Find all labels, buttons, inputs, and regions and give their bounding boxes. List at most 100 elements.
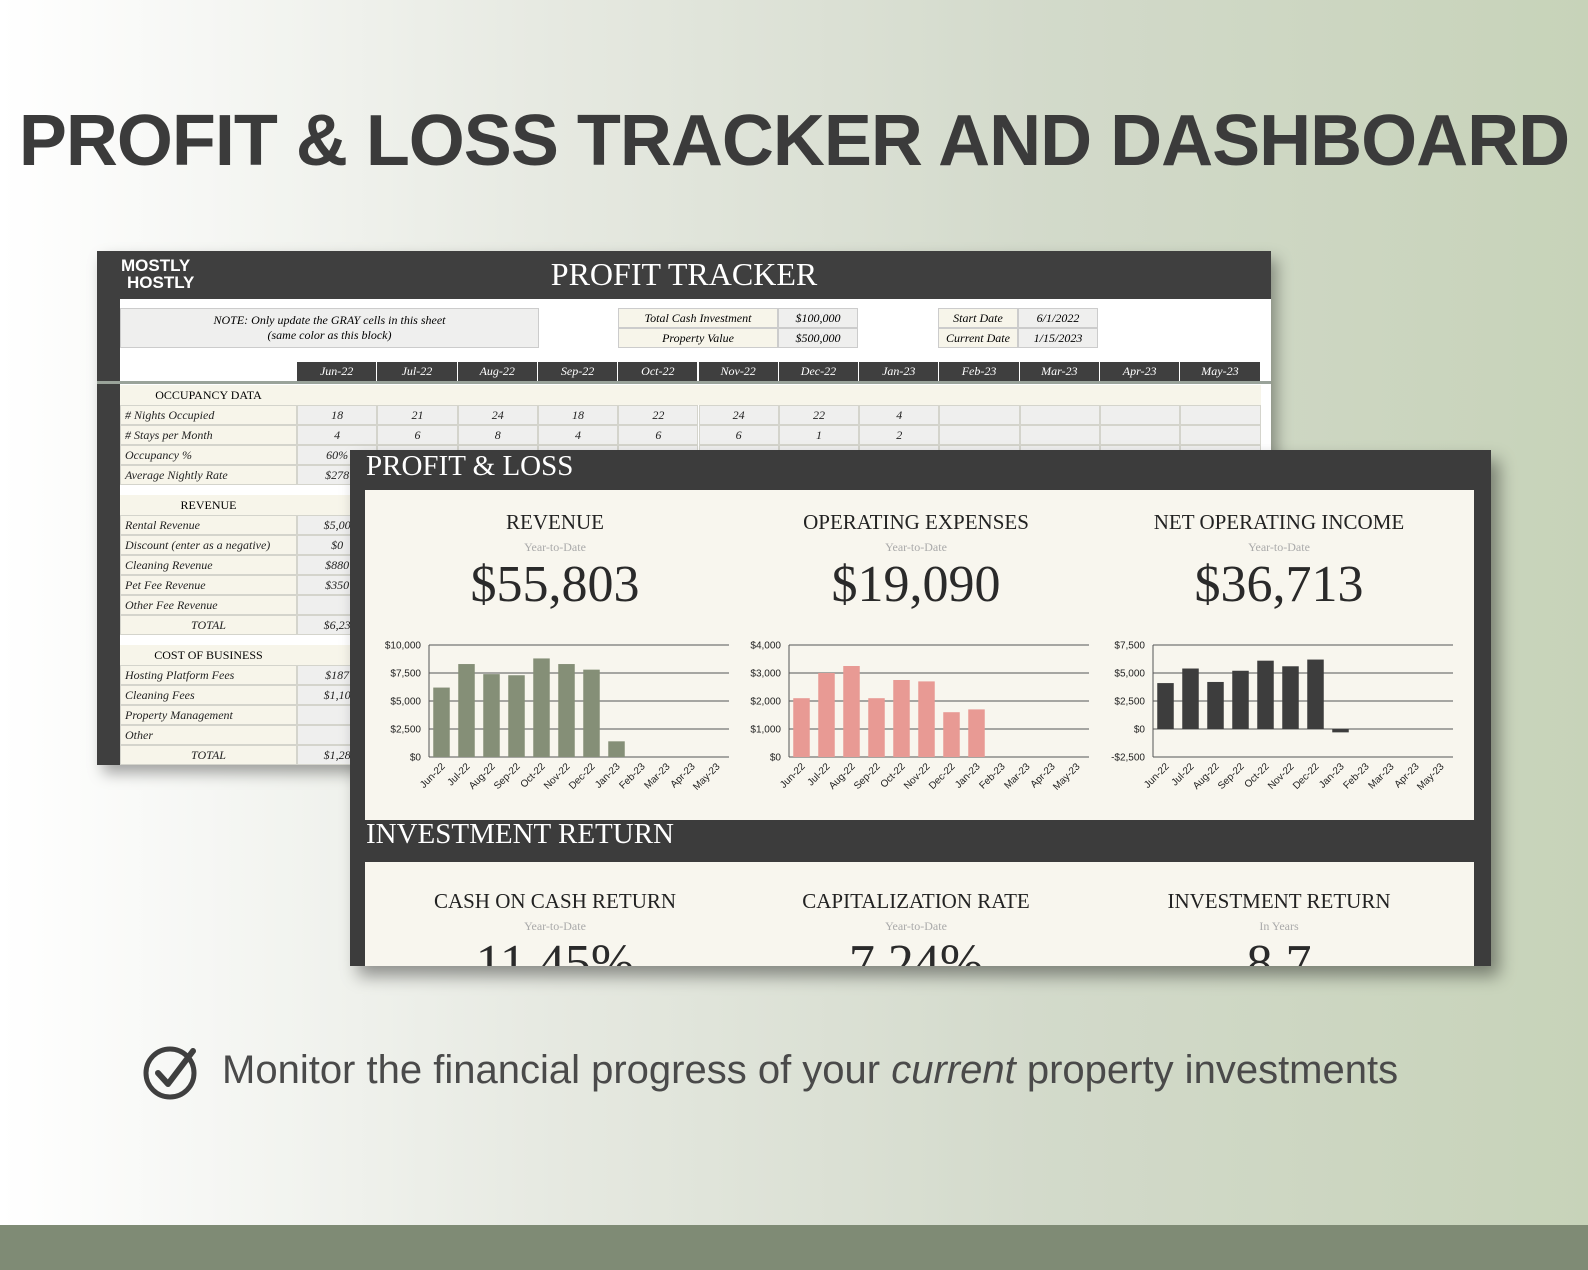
bar bbox=[483, 674, 500, 757]
data-cell: 6 bbox=[377, 425, 458, 445]
x-tick-label: Jun-22 bbox=[418, 761, 448, 791]
x-tick-label: Mar-23 bbox=[1002, 761, 1032, 791]
data-cell: 2 bbox=[859, 425, 940, 445]
section-title: OCCUPANCY DATA bbox=[120, 385, 297, 405]
bar bbox=[943, 712, 960, 757]
data-cell: 8 bbox=[457, 425, 538, 445]
metric-value: $36,713 bbox=[1194, 556, 1364, 613]
x-tick-label: Aug-22 bbox=[827, 761, 858, 792]
x-tick-label: Feb-23 bbox=[617, 761, 647, 791]
sheet-header bbox=[97, 251, 1271, 299]
month-header: Mar-23 bbox=[1019, 362, 1099, 381]
bar-chart: -$2,500$0$2,500$5,000$7,500Jun-22Jul-22A… bbox=[1111, 641, 1453, 793]
caption-text: Monitor the financial progress of your bbox=[222, 1048, 892, 1092]
data-cell bbox=[1100, 425, 1181, 445]
bar-chart: $0$2,500$5,000$7,500$10,000Jun-22Jul-22A… bbox=[385, 641, 729, 793]
month-header: Apr-23 bbox=[1100, 362, 1180, 381]
y-tick-label: $5,000 bbox=[1114, 669, 1145, 680]
bar bbox=[843, 666, 860, 757]
row-label: Average Nightly Rate bbox=[120, 465, 297, 485]
section-title: REVENUE bbox=[120, 495, 297, 515]
y-tick-label: $10,000 bbox=[385, 641, 422, 652]
month-header: Jun-22 bbox=[297, 362, 377, 381]
bar bbox=[558, 664, 575, 757]
x-tick-label: Dec-22 bbox=[927, 761, 958, 792]
bar bbox=[968, 709, 985, 757]
y-tick-label: $4,000 bbox=[750, 641, 781, 652]
metric-title: OPERATING EXPENSES bbox=[803, 510, 1029, 534]
month-header: Jul-22 bbox=[377, 362, 457, 381]
x-tick-label: Nov-22 bbox=[1266, 761, 1297, 792]
metric-subtitle: In Years bbox=[1259, 919, 1299, 933]
x-tick-label: Dec-22 bbox=[1291, 761, 1322, 792]
metric-value: $55,803 bbox=[470, 556, 640, 613]
metric-title: INVESTMENT RETURN bbox=[1167, 889, 1391, 913]
row-label: Cleaning Revenue bbox=[120, 555, 297, 575]
bar bbox=[1157, 683, 1174, 729]
data-cell bbox=[1180, 405, 1261, 425]
y-tick-label: $7,500 bbox=[1114, 641, 1145, 652]
month-header: Sep-22 bbox=[537, 362, 618, 381]
bar bbox=[1332, 729, 1349, 733]
bar bbox=[508, 675, 525, 757]
logo-line: MOSTLY bbox=[121, 256, 191, 275]
metric-subtitle: Year-to-Date bbox=[885, 919, 947, 933]
bar bbox=[868, 698, 885, 757]
y-tick-label: $2,500 bbox=[390, 725, 421, 736]
month-header: Jan-23 bbox=[859, 362, 939, 381]
footer-band bbox=[0, 1225, 1588, 1270]
bar bbox=[893, 680, 910, 757]
section-header: PROFIT & LOSS bbox=[366, 450, 574, 482]
row-label: Discount (enter as a negative) bbox=[120, 535, 297, 555]
input-label: Current Date bbox=[938, 328, 1018, 348]
metrics: REVENUE Year-to-Date $55,803 OPERATING EXPE… bbox=[350, 450, 1491, 966]
data-cell: 4 bbox=[537, 425, 619, 445]
bar bbox=[1257, 660, 1274, 729]
row-label: TOTAL bbox=[120, 745, 297, 765]
y-tick-label: $2,500 bbox=[1114, 697, 1145, 708]
bar bbox=[583, 669, 600, 757]
row-label: Cleaning Fees bbox=[120, 685, 297, 705]
month-header: Dec-22 bbox=[778, 362, 859, 381]
x-tick-label: Mar-23 bbox=[642, 761, 672, 791]
y-tick-label: $0 bbox=[410, 753, 422, 764]
month-header: May-23 bbox=[1180, 362, 1260, 381]
row-label: Rental Revenue bbox=[120, 515, 297, 535]
y-tick-label: -$2,500 bbox=[1111, 753, 1145, 764]
data-cell bbox=[1019, 405, 1100, 425]
y-tick-label: $2,000 bbox=[750, 697, 781, 708]
data-cell: 4 bbox=[297, 425, 378, 445]
x-tick-label: May-23 bbox=[1415, 761, 1447, 793]
metric-subtitle: Year-to-Date bbox=[524, 919, 586, 933]
x-tick-label: Jan-23 bbox=[1317, 761, 1347, 791]
x-tick-label: Nov-22 bbox=[902, 761, 933, 792]
data-cell bbox=[1180, 425, 1261, 445]
x-tick-label: Jun-22 bbox=[778, 761, 808, 791]
bar bbox=[433, 687, 450, 757]
metric-value: 8.7 bbox=[1246, 935, 1312, 966]
bar bbox=[1207, 681, 1224, 729]
data-cell: 6 bbox=[698, 425, 779, 445]
data-cell bbox=[939, 405, 1020, 425]
row-label: # Nights Occupied bbox=[120, 405, 297, 425]
sheet-title: PROFIT TRACKER bbox=[550, 256, 818, 292]
row-label: Other bbox=[120, 725, 297, 745]
metric-value: 7.24% bbox=[848, 935, 984, 966]
row-label: # Stays per Month bbox=[120, 425, 297, 445]
month-header: Feb-23 bbox=[939, 362, 1019, 381]
input-label: Property Value bbox=[618, 328, 778, 348]
caption-emphasis: current bbox=[891, 1048, 1016, 1092]
note-line: NOTE: Only update the GRAY cells in this… bbox=[213, 313, 446, 327]
row-label: Other Fee Revenue bbox=[120, 595, 297, 615]
section-header: INVESTMENT RETURN bbox=[366, 818, 674, 850]
data-cell: 22 bbox=[778, 405, 860, 425]
input-value: 6/1/2022 bbox=[1018, 308, 1098, 328]
bar bbox=[533, 658, 550, 757]
x-tick-label: Sep-22 bbox=[852, 761, 883, 792]
metric-value: $19,090 bbox=[831, 556, 1001, 613]
metric-subtitle: Year-to-Date bbox=[885, 540, 947, 554]
x-tick-label: Dec-22 bbox=[567, 761, 598, 792]
section-band bbox=[297, 385, 1261, 405]
metric-title: CAPITALIZATION RATE bbox=[802, 889, 1030, 913]
